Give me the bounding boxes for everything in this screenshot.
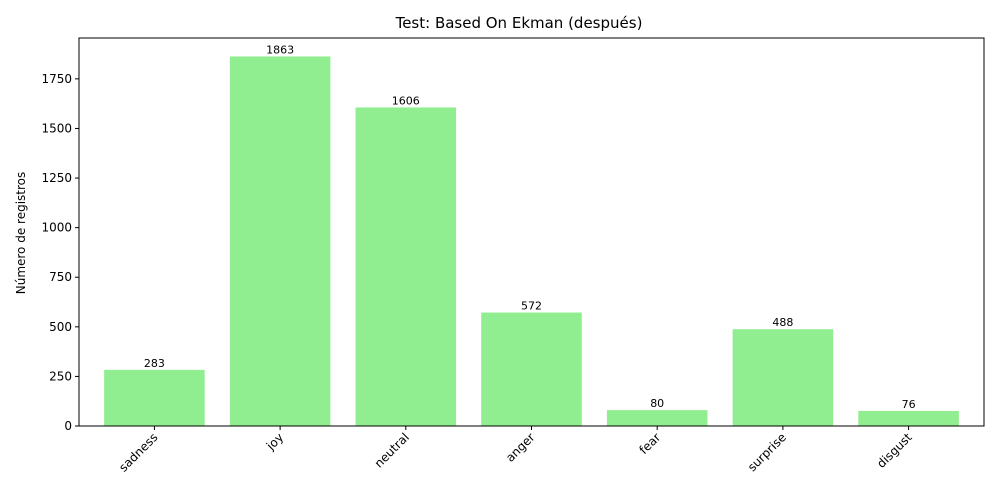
plot-frame [78,37,985,427]
x-tick-label-anger: anger [503,430,538,465]
bars-layer [104,56,959,427]
x-tick-label-joy: joy [263,430,286,453]
y-tick-label-750: 750 [49,270,72,284]
data-label-disgust: 76 [902,398,916,411]
y-axis-label: Número de registros [14,172,28,295]
x-tick-label-fear: fear [637,430,664,457]
bar-neutral [355,107,457,427]
x-tick-label-disgust: disgust [874,430,915,471]
data-label-anger: 572 [521,300,542,313]
data-label-fear: 80 [650,397,664,410]
x-tick-label-neutral: neutral [372,430,412,470]
bar-fear [606,410,708,426]
y-tick-label-1500: 1500 [41,121,72,135]
y-ticks-layer: 0 250 500 750 1000 1250 1500 1750 [41,72,79,433]
chart-title: Test: Based On Ekman (después) [395,14,643,32]
y-tick-label-500: 500 [49,320,72,334]
y-tick-label-0: 0 [64,419,72,433]
data-label-joy: 1863 [266,43,294,56]
bar-anger [481,312,582,426]
bar-sadness [104,369,205,426]
data-labels-layer: 283 1863 1606 572 80 488 76 [144,43,916,410]
x-tick-label-sadness: sadness [116,430,160,474]
bar-joy [229,56,331,427]
y-tick-label-1000: 1000 [41,221,72,235]
bar-surprise [732,329,834,426]
data-label-neutral: 1606 [392,94,420,107]
data-label-sadness: 283 [144,357,165,370]
bar-disgust [858,410,959,426]
x-tick-label-surprise: surprise [745,430,789,474]
x-ticks-layer: sadness joy neutral anger fear surprise disgus… [116,426,915,475]
y-tick-label-250: 250 [49,369,72,383]
y-tick-label-1750: 1750 [41,72,72,86]
data-label-surprise: 488 [772,316,793,329]
y-tick-label-1250: 1250 [41,171,72,185]
